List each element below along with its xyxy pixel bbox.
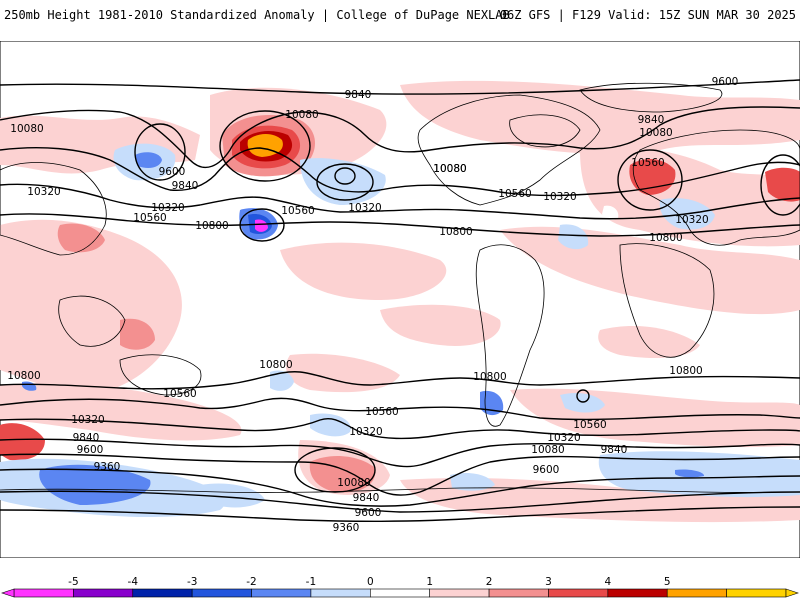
colorbar-swatch bbox=[429, 588, 490, 598]
colorbar-tick-label: -2 bbox=[246, 576, 256, 588]
colorbar-right-arrow bbox=[785, 588, 799, 598]
colorbar-left-arrow bbox=[1, 588, 15, 598]
colorbar-tick-label: -3 bbox=[187, 576, 197, 588]
contour-label: 9840 bbox=[172, 180, 199, 192]
colorbar-tick-label: 1 bbox=[426, 576, 433, 588]
colorbar-tick-label: 2 bbox=[486, 576, 493, 588]
contour-label: 10080 bbox=[433, 163, 466, 175]
colorbar-tick-labels: -5 -4 -3 -2 -1 0 1 2 3 4 5 bbox=[68, 576, 670, 588]
contour-label: 10080 bbox=[285, 109, 318, 121]
colorbar-swatch bbox=[726, 588, 787, 598]
contour-labels: 9840 9600 10080 10080 10080 10320 9600 9… bbox=[7, 76, 738, 534]
contour-label: 9360 bbox=[94, 461, 121, 473]
contour-label: 10080 bbox=[531, 444, 564, 456]
run-info: 06Z GFS | F129 Valid: 15Z SUN MAR 30 202… bbox=[499, 8, 796, 22]
contour-label: 10320 bbox=[27, 186, 60, 198]
contour-label: 9840 bbox=[353, 492, 380, 504]
contour-label: 9360 bbox=[333, 522, 360, 534]
contour-label: 10560 bbox=[631, 157, 664, 169]
contour-label: 10320 bbox=[71, 414, 104, 426]
colorbar-tick-label: 0 bbox=[367, 576, 374, 588]
contour-label: 9600 bbox=[77, 444, 104, 456]
contour-label: 10080 bbox=[639, 127, 672, 139]
contour-label: 10560 bbox=[498, 188, 531, 200]
contour-label: 10080 bbox=[433, 163, 466, 175]
contour-label: 10560 bbox=[365, 406, 398, 418]
contour-label: 10320 bbox=[348, 202, 381, 214]
contour-label: 9840 bbox=[601, 444, 628, 456]
height-contours bbox=[0, 79, 800, 523]
colorbar-swatch bbox=[666, 588, 727, 598]
contour-label: 9840 bbox=[638, 114, 665, 126]
contour-label: 10080 bbox=[10, 123, 43, 135]
colorbar-swatches bbox=[1, 588, 799, 598]
contour-label: 10800 bbox=[669, 365, 702, 377]
colorbar-swatch bbox=[607, 588, 668, 598]
contour-label: 9840 bbox=[345, 89, 372, 101]
colorbar-swatch bbox=[73, 588, 134, 598]
colorbar-swatch bbox=[132, 588, 193, 598]
contour-label: 10320 bbox=[547, 432, 580, 444]
contour-label: 10080 bbox=[337, 477, 370, 489]
colorbar-tick-label: 4 bbox=[604, 576, 611, 588]
contour-label: 10800 bbox=[473, 371, 506, 383]
contour-label: 10560 bbox=[281, 205, 314, 217]
colorbar-tick-label: 5 bbox=[664, 576, 671, 588]
contour-label: 9600 bbox=[355, 507, 382, 519]
map: 9840 9600 10080 10080 10080 10320 9600 9… bbox=[0, 41, 800, 558]
contour-label: 9600 bbox=[533, 464, 560, 476]
colorbar-tick-label: -4 bbox=[128, 576, 139, 588]
contour-label: 10320 bbox=[675, 214, 708, 226]
contour-label: 10800 bbox=[195, 220, 228, 232]
colorbar-swatch bbox=[251, 588, 312, 598]
contour-label: 10320 bbox=[151, 202, 184, 214]
contour-label: 10800 bbox=[7, 370, 40, 382]
colorbar-swatch bbox=[310, 588, 371, 598]
contour-label: 10320 bbox=[349, 426, 382, 438]
colorbar-swatch bbox=[548, 588, 609, 598]
colorbar-swatch bbox=[488, 588, 549, 598]
colorbar-swatch bbox=[370, 588, 430, 598]
colorbar-tick-label: 3 bbox=[545, 576, 552, 588]
colorbar-tick-label: -5 bbox=[68, 576, 78, 588]
header: 250mb Height 1981-2010 Standardized Anom… bbox=[0, 0, 800, 30]
contour-label: 10560 bbox=[163, 388, 196, 400]
colorbar-swatch bbox=[191, 588, 252, 598]
contour-label: 9840 bbox=[73, 432, 100, 444]
map-title: 250mb Height 1981-2010 Standardized Anom… bbox=[4, 8, 510, 22]
colorbar-tick-label: -1 bbox=[306, 576, 316, 588]
colorbar-swatch bbox=[13, 588, 74, 598]
contour-label: 10800 bbox=[649, 232, 682, 244]
contour-label: 10320 bbox=[543, 191, 576, 203]
contour-label: 9600 bbox=[712, 76, 739, 88]
contour-label: 9600 bbox=[159, 166, 186, 178]
contour-label: 10800 bbox=[439, 226, 472, 238]
contour-label: 10560 bbox=[573, 419, 606, 431]
colorbar: -5 -4 -3 -2 -1 0 1 2 3 4 5 bbox=[1, 576, 799, 598]
contour-label: 10560 bbox=[133, 212, 166, 224]
contour-label: 10800 bbox=[259, 359, 292, 371]
negative-anomaly-areas bbox=[0, 143, 800, 517]
